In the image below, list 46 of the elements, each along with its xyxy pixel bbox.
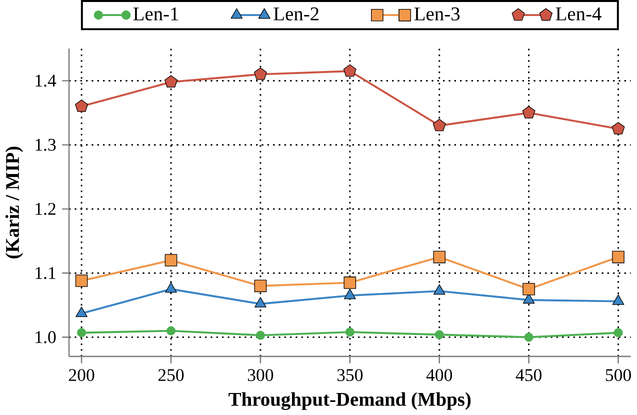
y-tick-label: 1.4 (36, 74, 56, 87)
x-tick-label: 500 (606, 368, 631, 381)
point (343, 64, 356, 76)
legend-label: Len-3 (414, 7, 460, 20)
y-axis-title: (Kariz / MIP) (5, 146, 24, 258)
y-tick-label: 1.3 (36, 138, 56, 151)
legend-label: Len-2 (274, 7, 318, 20)
point (344, 288, 356, 299)
point (256, 330, 265, 340)
point (344, 276, 356, 289)
point (77, 328, 86, 338)
point (612, 122, 625, 134)
point (432, 118, 446, 131)
point (524, 332, 534, 342)
point (345, 327, 354, 336)
point (522, 106, 536, 118)
point (164, 254, 178, 266)
point (522, 282, 535, 296)
point (522, 293, 535, 304)
point (75, 99, 88, 112)
point (612, 294, 624, 305)
legend-label: Len-1 (133, 7, 178, 20)
point (614, 328, 623, 338)
y-tick-label: 1.2 (36, 202, 56, 215)
x-axis-title: Throughput-Demand (Mbps) (228, 392, 471, 410)
point (433, 250, 446, 264)
point (165, 282, 177, 292)
point (254, 296, 266, 308)
point (76, 306, 88, 317)
x-tick-label: 400 (426, 368, 452, 381)
point (434, 330, 444, 339)
x-tick-label: 200 (68, 368, 94, 381)
x-tick-label: 300 (248, 368, 274, 381)
x-tick-label: 450 (516, 368, 542, 381)
y-tick-label: 1.0 (36, 330, 56, 344)
point (612, 250, 624, 264)
point (254, 280, 267, 292)
point (164, 75, 178, 88)
point (166, 326, 176, 336)
y-tick-label: 1.1 (36, 266, 56, 279)
point (433, 284, 446, 294)
x-tick-label: 250 (158, 368, 184, 381)
point (75, 274, 88, 287)
point (254, 67, 267, 80)
x-tick-label: 350 (337, 368, 363, 381)
legend-label: Len-4 (556, 7, 602, 20)
